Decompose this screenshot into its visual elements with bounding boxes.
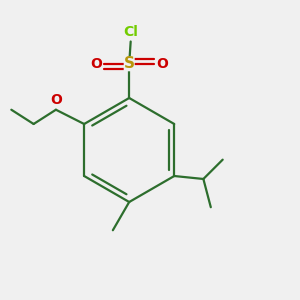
Text: Cl: Cl: [123, 25, 138, 39]
Text: O: O: [156, 57, 168, 71]
Text: O: O: [91, 57, 102, 71]
Text: O: O: [50, 93, 62, 107]
Text: S: S: [124, 56, 135, 71]
